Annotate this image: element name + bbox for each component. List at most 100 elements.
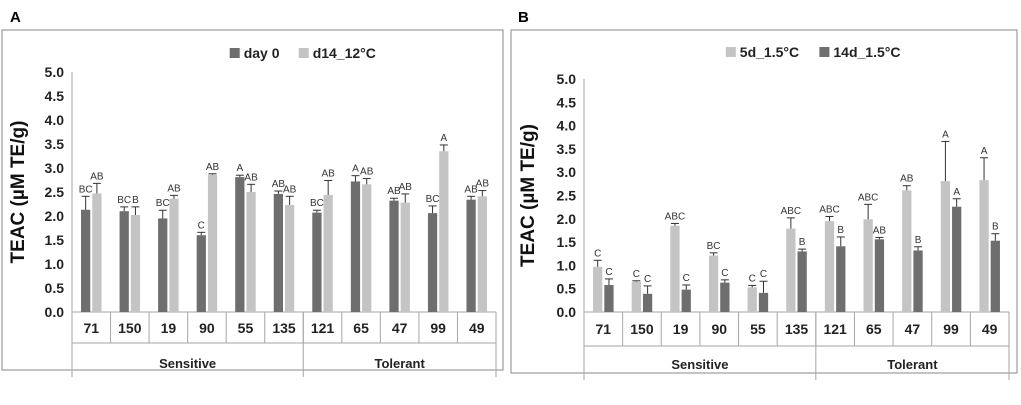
legend-swatch [819,47,830,57]
bar [235,177,245,312]
bar [747,287,757,312]
legend: 5d_1.5°C 14d_1.5°C [725,44,900,60]
significance-label: C [760,269,767,280]
legend-swatch [229,48,240,58]
y-tick-label: 3.0 [45,160,65,176]
x-category-label: 135 [272,320,296,336]
x-category-label: 71 [596,321,612,337]
panel-frame [510,29,1018,374]
y-tick-label: 1.5 [557,234,577,250]
x-category-label: 19 [673,321,689,337]
bar [863,219,873,312]
x-category-label: 49 [982,321,998,337]
x-category-label: 90 [711,321,727,337]
significance-label: BC [426,194,440,205]
significance-label: C [633,269,640,280]
significance-label: A [352,164,359,175]
significance-label: A [440,133,447,144]
significance-label: BC [707,241,721,252]
significance-label: AB [321,168,335,179]
significance-label: B [992,222,999,233]
bar [207,174,218,312]
bar [285,204,295,312]
significance-label: A [236,163,243,174]
panel-frame [1,29,504,371]
significance-label: AB [360,167,374,178]
significance-label: ABC [665,211,686,222]
bar [427,213,438,312]
y-tick-label: 0.5 [45,280,65,296]
bar [952,206,962,312]
y-tick-label: 3.0 [557,164,577,180]
significance-label: B [915,235,922,246]
bar [642,293,653,312]
bar [720,282,730,312]
bar [312,212,322,312]
bar [758,292,769,312]
y-tick-label: 3.5 [557,141,577,157]
x-category-label: 99 [430,320,446,336]
y-tick-label: 4.5 [557,94,577,110]
significance-label: AB [873,225,887,236]
x-category-label: 121 [823,321,847,337]
bar [708,255,719,312]
bar [824,221,835,312]
bar [913,250,923,312]
panel-a: A 0.0 0.5 1.0 1.5 2.0 2.5 3.0 3.5 4.0 4.5 5.0 TEAC (… [1,9,504,377]
bar [902,190,912,312]
significance-label: ABC [819,204,840,215]
y-tick-label: 2.0 [557,211,577,227]
bar [196,235,206,312]
y-tick-label: 4.5 [45,88,65,104]
y-tick-label: 3.5 [45,136,65,152]
significance-label: A [942,129,949,140]
bar [323,194,333,312]
bar [797,251,807,312]
legend-label: day 0 [244,45,280,61]
significance-label: AB [206,162,220,173]
x-category-label: 71 [83,320,99,336]
x-category-label: 99 [943,321,959,337]
bar [169,198,179,312]
significance-label: B [799,237,806,248]
x-category-label: 47 [905,321,921,337]
bar [940,181,951,312]
legend: day 0 d14_12°C [229,45,376,61]
bar [979,180,989,312]
significance-label: C [644,274,651,285]
y-tick-label: 4.0 [557,118,577,134]
bar [81,209,91,312]
y-tick-label: 2.0 [45,208,65,224]
x-category-label: 135 [785,321,809,337]
y-tick-label: 5.0 [557,71,577,87]
significance-label: C [683,273,690,284]
significance-label: C [605,267,612,278]
significance-label: AB [90,171,104,182]
bar [477,196,487,312]
bar [158,218,168,312]
x-category-label: 121 [311,320,335,336]
significance-label: AB [387,186,401,197]
panel-label: B [518,9,529,26]
y-tick-label: 1.0 [557,257,577,273]
bar [119,211,129,312]
legend-label: 14d_1.5°C [833,44,900,60]
group-label-tolerant: Tolerant [374,356,425,371]
legend-swatch [298,48,309,58]
significance-label: C [749,273,756,284]
x-category-label: 19 [161,320,177,336]
significance-label: C [198,220,205,231]
y-axis-title: TEAC (µM TE/g) [8,121,29,264]
significance-label: BC [310,198,324,209]
bar [874,239,885,312]
significance-label: BC [156,198,170,209]
bar [604,284,614,312]
x-category-label: 150 [118,320,142,336]
significance-label: ABC [858,192,879,203]
y-tick-label: 2.5 [45,184,65,200]
bar [362,184,372,312]
significance-label: C [721,268,728,279]
significance-label: AB [272,179,286,190]
significance-label: AB [476,179,490,190]
